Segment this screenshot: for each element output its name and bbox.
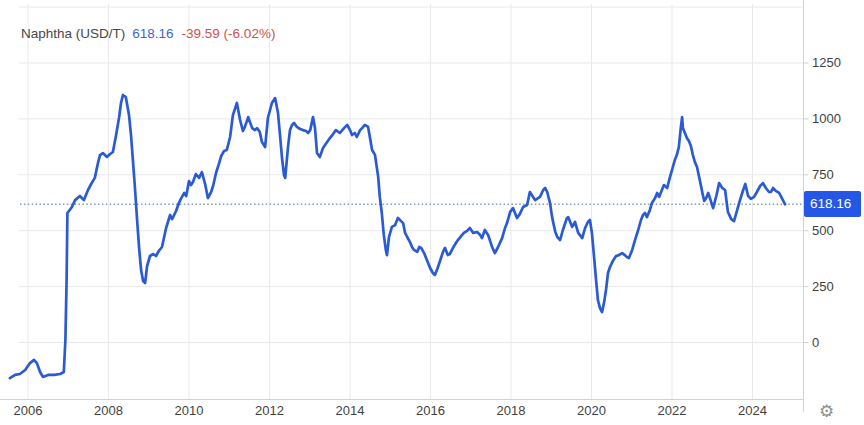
last-price-value: 618.16 <box>132 26 173 41</box>
x-axis-label: 2022 <box>658 403 687 418</box>
x-axis-label: 2006 <box>14 403 43 418</box>
y-axis-label: 0 <box>812 336 819 350</box>
current-price-badge: 618.16 <box>804 191 861 217</box>
settings-gear-icon[interactable]: ⚙ <box>819 403 834 420</box>
chart-header: Naphtha (USD/T) 618.16 -39.59 (-6.02%) <box>21 26 275 41</box>
current-price-badge-text: 618.16 <box>810 196 851 211</box>
price-line-series <box>10 95 785 378</box>
y-axis-label: 1000 <box>812 112 841 126</box>
x-axis-label: 2024 <box>738 403 767 418</box>
y-axis-label: 500 <box>812 224 834 238</box>
x-axis-label: 2012 <box>255 403 284 418</box>
price-chart-canvas[interactable] <box>0 0 864 425</box>
y-axis-label: 1250 <box>812 56 841 70</box>
x-axis-label: 2008 <box>94 403 123 418</box>
y-axis-label: 750 <box>812 168 834 182</box>
x-axis-label: 2010 <box>175 403 204 418</box>
x-axis-label: 2014 <box>336 403 365 418</box>
x-axis-label: 2018 <box>497 403 526 418</box>
horizontal-gridlines <box>19 7 803 342</box>
chart-panel: Naphtha (USD/T) 618.16 -39.59 (-6.02%) 125… <box>0 0 864 425</box>
x-axis-label: 2016 <box>416 403 445 418</box>
y-axis-label: 250 <box>812 280 834 294</box>
instrument-title: Naphtha (USD/T) <box>21 26 125 41</box>
price-change-value: -39.59 (-6.02%) <box>182 26 276 41</box>
x-axis-label: 2020 <box>577 403 606 418</box>
